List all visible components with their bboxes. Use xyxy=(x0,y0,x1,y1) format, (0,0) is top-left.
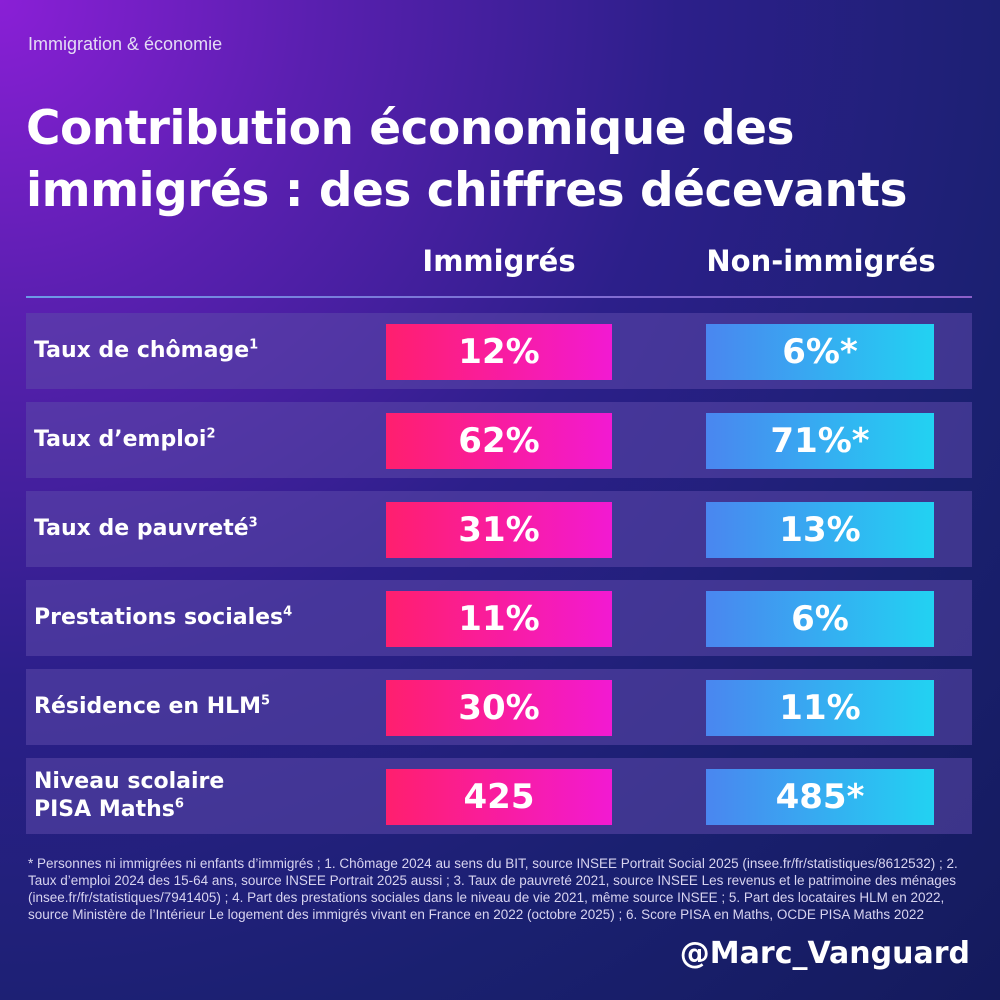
row-label: Taux de chômage1 xyxy=(34,313,374,389)
table-row-social-benefits: Prestations sociales4 11% 6% xyxy=(26,580,972,656)
immigrants-value: 11% xyxy=(386,591,612,647)
row-label: Résidence en HLM5 xyxy=(34,669,374,745)
immigrants-value: 31% xyxy=(386,502,612,558)
table-row-social-housing: Résidence en HLM5 30% 11% xyxy=(26,669,972,745)
category-label: Immigration & économie xyxy=(28,34,223,54)
non-immigrants-value: 6% xyxy=(706,591,934,647)
row-label-text: Taux de pauvreté xyxy=(34,516,249,541)
non-immigrants-value: 6%* xyxy=(706,324,934,380)
footnote-ref: 3 xyxy=(248,515,258,531)
row-label: Taux de pauvreté3 xyxy=(34,491,374,567)
immigrants-value: 425 xyxy=(386,769,612,825)
row-label: Taux d’emploi2 xyxy=(34,402,374,478)
footnote-ref: 1 xyxy=(249,337,259,353)
row-label-text: Taux de chômage xyxy=(34,338,250,363)
row-label-text: Résidence en HLM xyxy=(34,694,262,719)
row-label-text: Prestations sociales xyxy=(34,605,284,630)
footnote-ref: 5 xyxy=(261,693,271,709)
footnote-ref: 2 xyxy=(206,426,216,442)
row-label: Niveau scolaire PISA Maths6 xyxy=(34,758,274,834)
column-header-immigrants: Immigrés xyxy=(422,244,576,278)
row-label: Prestations sociales4 xyxy=(34,580,374,656)
table-row-poverty: Taux de pauvreté3 31% 13% xyxy=(26,491,972,567)
non-immigrants-value: 485* xyxy=(706,769,934,825)
row-label-text: Niveau scolaire PISA Maths xyxy=(34,769,225,822)
immigrants-value: 30% xyxy=(386,680,612,736)
row-label-text: Taux d’emploi xyxy=(34,427,207,452)
page-title: Contribution économique des immigrés : d… xyxy=(26,101,907,218)
immigrants-value: 12% xyxy=(386,324,612,380)
immigrants-value: 62% xyxy=(386,413,612,469)
table-row-pisa-maths: Niveau scolaire PISA Maths6 425 485* xyxy=(26,758,972,834)
non-immigrants-value: 13% xyxy=(706,502,934,558)
non-immigrants-value: 71%* xyxy=(706,413,934,469)
table-row-employment: Taux d’emploi2 62% 71%* xyxy=(26,402,972,478)
column-header-non-immigrants: Non-immigrés xyxy=(706,244,936,278)
footnote-ref: 4 xyxy=(283,604,293,620)
header-divider xyxy=(26,296,972,298)
non-immigrants-value: 11% xyxy=(706,680,934,736)
author-handle: @Marc_Vanguard xyxy=(679,936,970,971)
footnote-ref: 6 xyxy=(174,796,184,812)
table-row-unemployment: Taux de chômage1 12% 6%* xyxy=(26,313,972,389)
footnote-text: * Personnes ni immigrées ni enfants d’im… xyxy=(28,856,958,922)
